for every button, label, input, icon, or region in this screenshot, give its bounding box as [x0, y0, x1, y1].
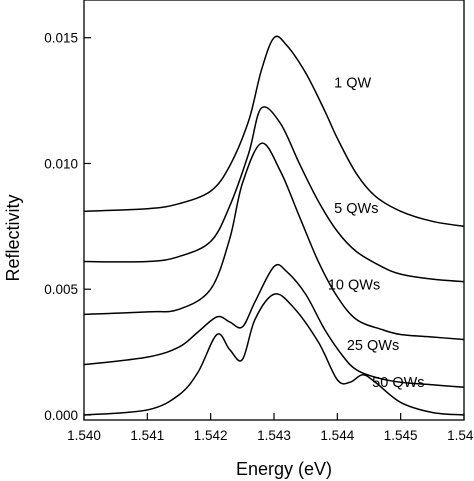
series-label: 1 QW	[334, 76, 371, 92]
x-axis-ticks: 1.540 1.541 1.542 1.543 1.544 1.545 1.546	[67, 413, 474, 443]
plot-frame	[83, 0, 465, 421]
x-tick-label: 1.542	[194, 428, 228, 443]
series-label-layer: 1 QW 5 QWs 10 QWs 25 QWs 50 QWs	[328, 76, 425, 391]
series-label: 25 QWs	[347, 338, 399, 354]
y-tick-label: 0.010	[44, 156, 78, 171]
series-line	[83, 293, 465, 416]
y-axis-ticks: 0.000 0.005 0.010 0.015	[44, 31, 91, 423]
x-tick-label: 1.545	[384, 428, 418, 443]
y-tick-label: 0.000	[44, 408, 78, 423]
x-axis-title: Energy (eV)	[236, 459, 332, 479]
x-tick-label: 1.544	[320, 428, 354, 443]
x-tick-label: 1.543	[257, 428, 291, 443]
y-tick-label: 0.005	[44, 282, 78, 297]
series-line	[83, 35, 465, 228]
series-label: 10 QWs	[328, 277, 380, 293]
series-line	[83, 106, 465, 283]
series-label: 5 QWs	[334, 201, 378, 217]
x-tick-label: 1.541	[130, 428, 164, 443]
series-line	[83, 142, 465, 341]
x-tick-label: 1.540	[67, 428, 101, 443]
y-axis-title: Reflectivity	[3, 194, 23, 281]
y-tick-label: 0.015	[44, 31, 78, 46]
series-layer	[83, 35, 465, 416]
series-line	[83, 263, 465, 389]
x-tick-label: 1.546	[447, 428, 474, 443]
series-label: 50 QWs	[372, 375, 424, 391]
